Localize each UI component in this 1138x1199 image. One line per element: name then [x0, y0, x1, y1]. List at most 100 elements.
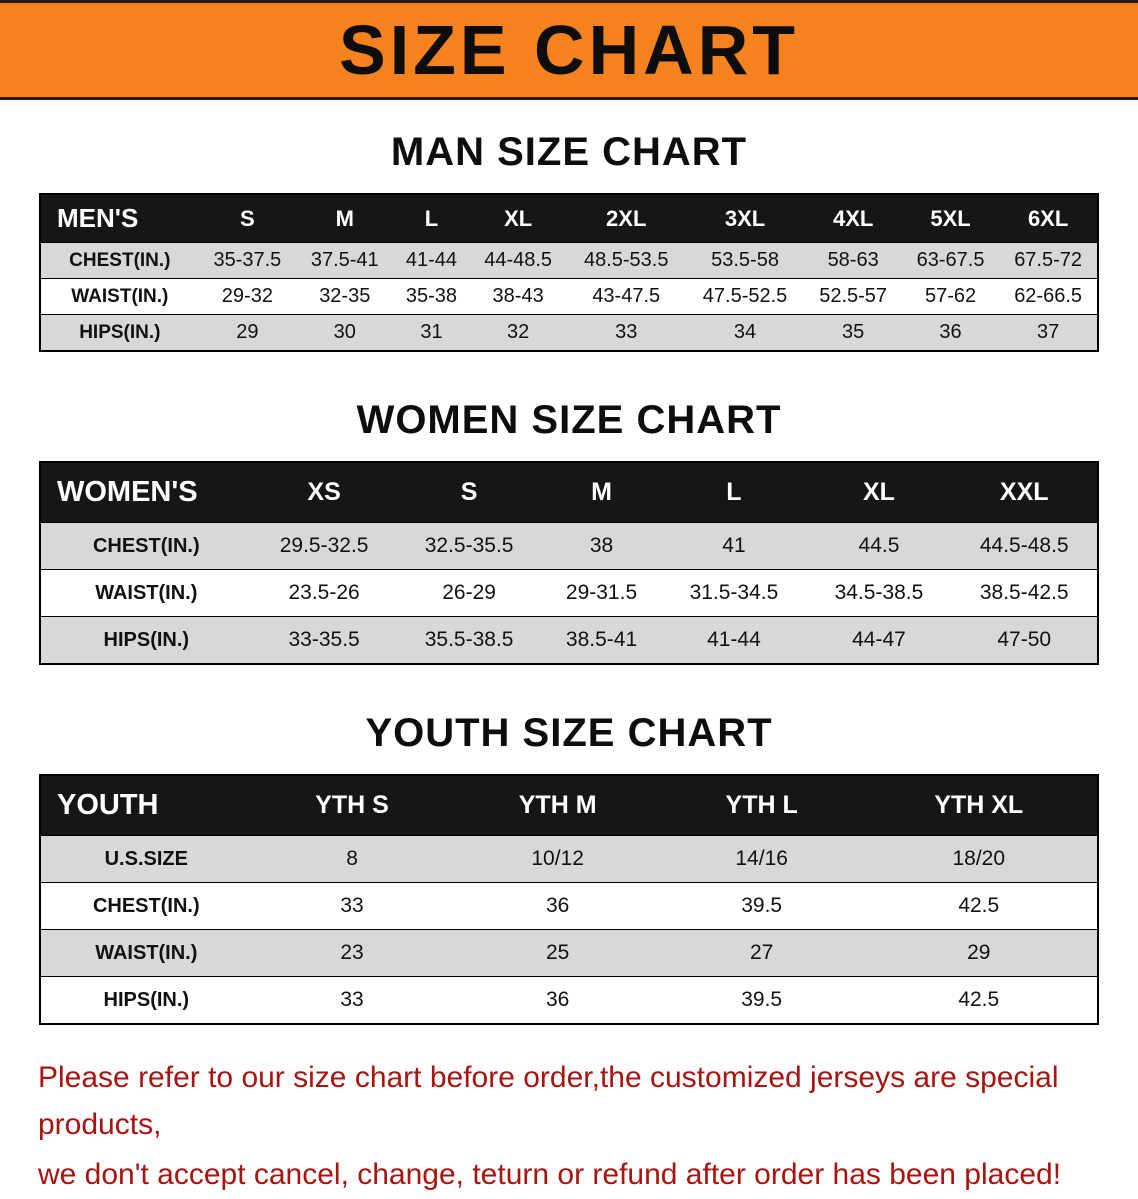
measurement-value-cell: 25 [452, 929, 663, 977]
table-corner-header: YOUTH [40, 775, 252, 836]
size-column-header: 4XL [804, 194, 902, 243]
size-column-header: XXL [951, 462, 1098, 523]
measurement-label-cell: HIPS(IN.) [40, 616, 252, 664]
measurement-value-cell: 34.5-38.5 [806, 569, 952, 617]
measurement-value-cell: 31.5-34.5 [661, 569, 807, 617]
disclaimer-line-1: Please refer to our size chart before or… [38, 1061, 1059, 1141]
size-column-header: YTH M [452, 775, 663, 836]
table-row: HIPS(IN.) 33-35.5 35.5-38.5 38.5-41 41-44 44-… [40, 616, 1098, 664]
measurement-value-cell: 23.5-26 [251, 569, 397, 617]
page-title: SIZE CHART [339, 11, 799, 89]
measurement-value-cell: 35.5-38.5 [396, 616, 542, 664]
measurement-label-cell: HIPS(IN.) [40, 976, 252, 1024]
measurement-value-cell: 29-32 [198, 278, 297, 315]
measurement-value-cell: 26-29 [396, 569, 542, 617]
measurement-value-cell: 42.5 [860, 882, 1098, 930]
men-size-table: MEN'S S M L XL 2XL 3XL 4XL 5XL 6XL CHEST(IN.) 35-37… [39, 193, 1099, 352]
size-column-header: L [393, 194, 470, 243]
measurement-value-cell: 39.5 [662, 976, 861, 1024]
measurement-value-cell: 47-50 [951, 616, 1098, 664]
measurement-value-cell: 41 [661, 522, 807, 570]
table-row: CHEST(IN.) 33 36 39.5 42.5 [40, 882, 1098, 930]
disclaimer: Please refer to our size chart before or… [38, 1055, 1108, 1199]
measurement-label-cell: U.S.SIZE [40, 835, 252, 883]
measurement-value-cell: 31 [393, 314, 470, 351]
measurement-label-cell: WAIST(IN.) [40, 278, 199, 315]
measurement-value-cell: 14/16 [662, 835, 861, 883]
men-section-heading: MAN SIZE CHART [390, 130, 748, 174]
size-column-header: 6XL [999, 194, 1098, 243]
measurement-value-cell: 37.5-41 [296, 242, 394, 279]
measurement-value-cell: 38.5-41 [541, 616, 662, 664]
measurement-value-cell: 33 [251, 976, 453, 1024]
table-corner-header: MEN'S [40, 194, 199, 243]
table-row: CHEST(IN.) 29.5-32.5 32.5-35.5 38 41 44.5 44.5… [40, 522, 1098, 570]
measurement-value-cell: 44.5 [806, 522, 952, 570]
measurement-value-cell: 42.5 [860, 976, 1098, 1024]
measurement-value-cell: 29-31.5 [541, 569, 662, 617]
size-column-header: 5XL [901, 194, 1000, 243]
size-column-header: XL [806, 462, 952, 523]
size-column-header: M [541, 462, 662, 523]
size-column-header: S [198, 194, 297, 243]
measurement-label-cell: CHEST(IN.) [40, 882, 252, 930]
measurement-value-cell: 58-63 [804, 242, 902, 279]
measurement-value-cell: 38 [541, 522, 662, 570]
measurement-label-cell: CHEST(IN.) [40, 242, 199, 279]
measurement-value-cell: 67.5-72 [999, 242, 1098, 279]
table-row: WAIST(IN.) 29-32 32-35 35-38 38-43 43-47.5 47.… [40, 278, 1098, 315]
measurement-value-cell: 37 [999, 314, 1098, 351]
measurement-value-cell: 33 [251, 882, 453, 930]
table-header-row: MEN'S S M L XL 2XL 3XL 4XL 5XL 6XL [40, 194, 1098, 243]
measurement-value-cell: 32 [469, 314, 567, 351]
measurement-value-cell: 33-35.5 [251, 616, 397, 664]
women-size-section: WOMEN SIZE CHART WOMEN'S XS S M L XL XXL CHEST(… [0, 398, 1138, 665]
measurement-value-cell: 44-48.5 [469, 242, 567, 279]
women-section-heading: WOMEN SIZE CHART [356, 398, 782, 442]
table-header-row: WOMEN'S XS S M L XL XXL [40, 462, 1098, 523]
measurement-value-cell: 57-62 [901, 278, 1000, 315]
measurement-value-cell: 35 [804, 314, 902, 351]
measurement-label-cell: HIPS(IN.) [40, 314, 199, 351]
disclaimer-line-2: we don't accept cancel, change, teturn o… [38, 1158, 1062, 1191]
men-size-section: MAN SIZE CHART MEN'S S M L XL 2XL 3XL 4XL 5XL 6XL… [0, 130, 1138, 352]
measurement-value-cell: 44-47 [806, 616, 952, 664]
table-row: WAIST(IN.) 23 25 27 29 [40, 929, 1098, 977]
table-header-row: YOUTH YTH S YTH M YTH L YTH XL [40, 775, 1098, 836]
size-column-header: 3XL [685, 194, 805, 243]
size-column-header: XS [251, 462, 397, 523]
measurement-value-cell: 32-35 [296, 278, 394, 315]
youth-section-heading: YOUTH SIZE CHART [365, 711, 773, 755]
table-row: WAIST(IN.) 23.5-26 26-29 29-31.5 31.5-34.5 34… [40, 569, 1098, 617]
size-column-header: L [661, 462, 807, 523]
size-column-header: S [396, 462, 542, 523]
measurement-value-cell: 38-43 [469, 278, 567, 315]
measurement-value-cell: 43-47.5 [566, 278, 686, 315]
measurement-value-cell: 36 [452, 976, 663, 1024]
youth-size-table: YOUTH YTH S YTH M YTH L YTH XL U.S.SIZE 8 10/12… [39, 774, 1099, 1025]
measurement-value-cell: 48.5-53.5 [566, 242, 686, 279]
table-row: HIPS(IN.) 29 30 31 32 33 34 35 36 37 [40, 314, 1098, 351]
measurement-value-cell: 41-44 [661, 616, 807, 664]
size-column-header: XL [469, 194, 567, 243]
measurement-value-cell: 36 [452, 882, 663, 930]
measurement-value-cell: 38.5-42.5 [951, 569, 1098, 617]
women-size-table: WOMEN'S XS S M L XL XXL CHEST(IN.) 29.5-32.5 32.5… [39, 461, 1099, 665]
measurement-label-cell: WAIST(IN.) [40, 569, 252, 617]
size-column-header: 2XL [566, 194, 686, 243]
measurement-value-cell: 30 [296, 314, 394, 351]
measurement-value-cell: 35-38 [393, 278, 470, 315]
measurement-value-cell: 34 [685, 314, 805, 351]
measurement-label-cell: CHEST(IN.) [40, 522, 252, 570]
measurement-value-cell: 29 [860, 929, 1098, 977]
size-column-header: M [296, 194, 394, 243]
size-column-header: YTH L [662, 775, 861, 836]
measurement-value-cell: 18/20 [860, 835, 1098, 883]
measurement-value-cell: 33 [566, 314, 686, 351]
measurement-value-cell: 23 [251, 929, 453, 977]
measurement-value-cell: 44.5-48.5 [951, 522, 1098, 570]
measurement-value-cell: 8 [251, 835, 453, 883]
measurement-value-cell: 52.5-57 [804, 278, 902, 315]
measurement-label-cell: WAIST(IN.) [40, 929, 252, 977]
